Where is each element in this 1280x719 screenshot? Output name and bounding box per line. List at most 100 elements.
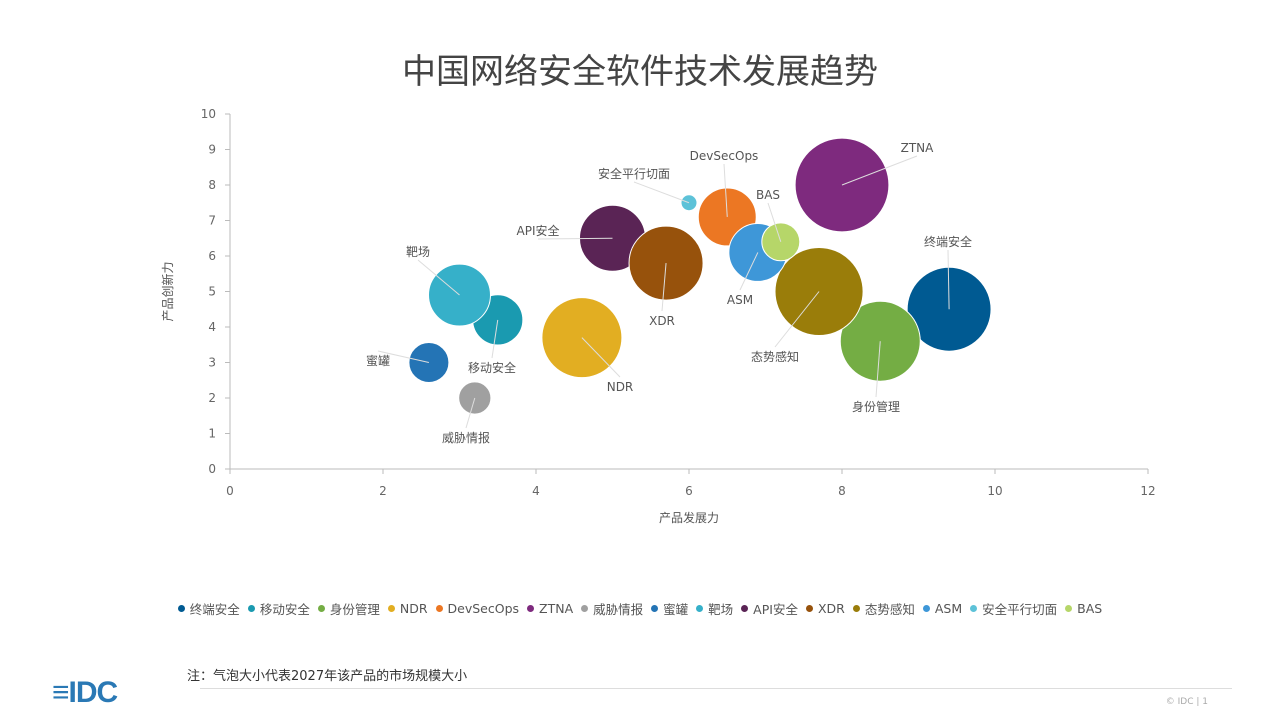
footer-divider	[200, 688, 1232, 689]
copyright: © IDC | 1	[1166, 697, 1208, 707]
data-label: 蜜罐	[366, 353, 390, 368]
leader-line	[581, 337, 621, 378]
data-label: BAS	[756, 188, 780, 202]
leader-line	[465, 397, 476, 429]
legend-marker	[435, 605, 443, 612]
y-tick-label: 6	[208, 249, 216, 263]
y-axis-label: 产品创新力	[160, 261, 175, 321]
data-label: 安全平行切面	[598, 166, 670, 181]
leader-line	[633, 181, 690, 204]
legend-marker	[741, 605, 749, 612]
y-tick-label: 3	[208, 356, 216, 370]
x-tick-label: 8	[838, 484, 846, 498]
leader-line	[723, 163, 728, 217]
data-label: 态势感知	[751, 349, 799, 364]
legend-label: DevSecOps	[447, 601, 520, 616]
y-tick-label: 8	[208, 178, 216, 192]
legend-item: API安全	[741, 599, 798, 618]
legend-marker	[805, 605, 813, 612]
legend-label: 靶场	[708, 602, 734, 617]
y-tick-label: 0	[208, 462, 216, 476]
data-label: ZTNA	[901, 141, 935, 155]
data-label: 威胁情报	[442, 430, 490, 445]
legend-marker	[651, 605, 659, 612]
legend-label: API安全	[753, 602, 798, 617]
legend-item: ZTNA	[527, 599, 573, 618]
bubble-态势感知	[774, 246, 864, 337]
data-label: 靶场	[406, 245, 430, 259]
legend-label: 身份管理	[329, 602, 380, 617]
legend-item: 终端安全	[177, 599, 240, 618]
x-tick-label: 10	[987, 484, 1002, 498]
legend-item: 身份管理	[317, 599, 380, 618]
legend-label: XDR	[817, 601, 845, 616]
legend-marker	[527, 605, 535, 612]
data-label: NDR	[607, 380, 634, 394]
legend-marker	[1065, 605, 1073, 612]
legend-label: 态势感知	[864, 602, 915, 617]
leader-line	[377, 350, 430, 363]
legend: 终端安全 移动安全 身份管理 NDR DevSecOps ZTNA 威胁情报 蜜罐 靶场 API安…	[0, 599, 1280, 618]
legend-item: DevSecOps	[435, 599, 520, 618]
legend-label: NDR	[399, 601, 428, 616]
legend-label: BAS	[1077, 601, 1103, 616]
data-label: 终端安全	[924, 234, 972, 249]
idc-logo: ≡IDC	[52, 676, 118, 709]
leader-line	[661, 263, 667, 312]
legend-item: 威胁情报	[581, 599, 643, 618]
x-tick-label: 6	[685, 484, 693, 498]
legend-marker	[852, 605, 860, 612]
chart-title: 中国网络安全软件技术发展趋势	[402, 52, 878, 92]
leader-line	[875, 341, 881, 398]
y-tick-label: 4	[208, 320, 216, 334]
legend-item: 蜜罐	[651, 599, 688, 618]
legend-label: 蜜罐	[663, 602, 689, 617]
legend-item: NDR	[387, 599, 428, 618]
copyright-text: © IDC |	[1165, 697, 1200, 707]
y-tick-label: 5	[208, 285, 216, 299]
bubble-XDR	[628, 225, 704, 301]
y-tick-label: 9	[208, 143, 216, 157]
legend-item: ASM	[922, 599, 963, 618]
y-tick-label: 7	[208, 214, 216, 228]
data-label: DevSecOps	[690, 149, 759, 163]
legend-marker	[696, 605, 704, 612]
leader-line	[774, 291, 820, 348]
leader-line	[739, 252, 759, 291]
y-tick-label: 2	[208, 391, 216, 405]
legend-marker	[247, 605, 255, 612]
x-tick-label: 4	[532, 484, 540, 498]
legend-marker	[177, 605, 185, 612]
legend-label: 威胁情报	[593, 602, 644, 617]
leader-line	[947, 249, 950, 310]
legend-marker	[922, 605, 930, 612]
x-tick-label: 0	[226, 484, 234, 498]
legend-item: BAS	[1065, 599, 1102, 618]
legend-label: 终端安全	[189, 602, 240, 617]
legend-label: ZTNA	[539, 601, 574, 616]
legend-item: 态势感知	[852, 599, 915, 618]
data-label: API安全	[517, 223, 560, 238]
leader-line	[417, 259, 460, 296]
legend-item: 移动安全	[247, 599, 310, 618]
leader-line	[767, 202, 782, 242]
legend-marker	[317, 605, 325, 612]
legend-marker	[581, 605, 589, 612]
leader-line	[841, 155, 918, 186]
y-tick-label: 10	[201, 107, 216, 121]
legend-label: ASM	[934, 601, 963, 616]
page-number: 1	[1202, 697, 1208, 707]
y-tick-label: 1	[208, 427, 216, 441]
legend-label: 安全平行切面	[982, 602, 1058, 617]
legend-marker	[970, 605, 978, 612]
legend-marker	[387, 605, 395, 612]
legend-item: 安全平行切面	[970, 599, 1057, 618]
leader-line	[537, 237, 613, 240]
data-label: ASM	[727, 293, 753, 307]
legend-label: 移动安全	[259, 602, 310, 617]
x-tick-label: 12	[1140, 484, 1155, 498]
legend-item: 靶场	[696, 599, 733, 618]
footnote: 注：气泡大小代表2027年该产品的市场规模大小	[187, 669, 468, 684]
data-label: 移动安全	[468, 360, 516, 375]
leader-line	[491, 319, 499, 359]
